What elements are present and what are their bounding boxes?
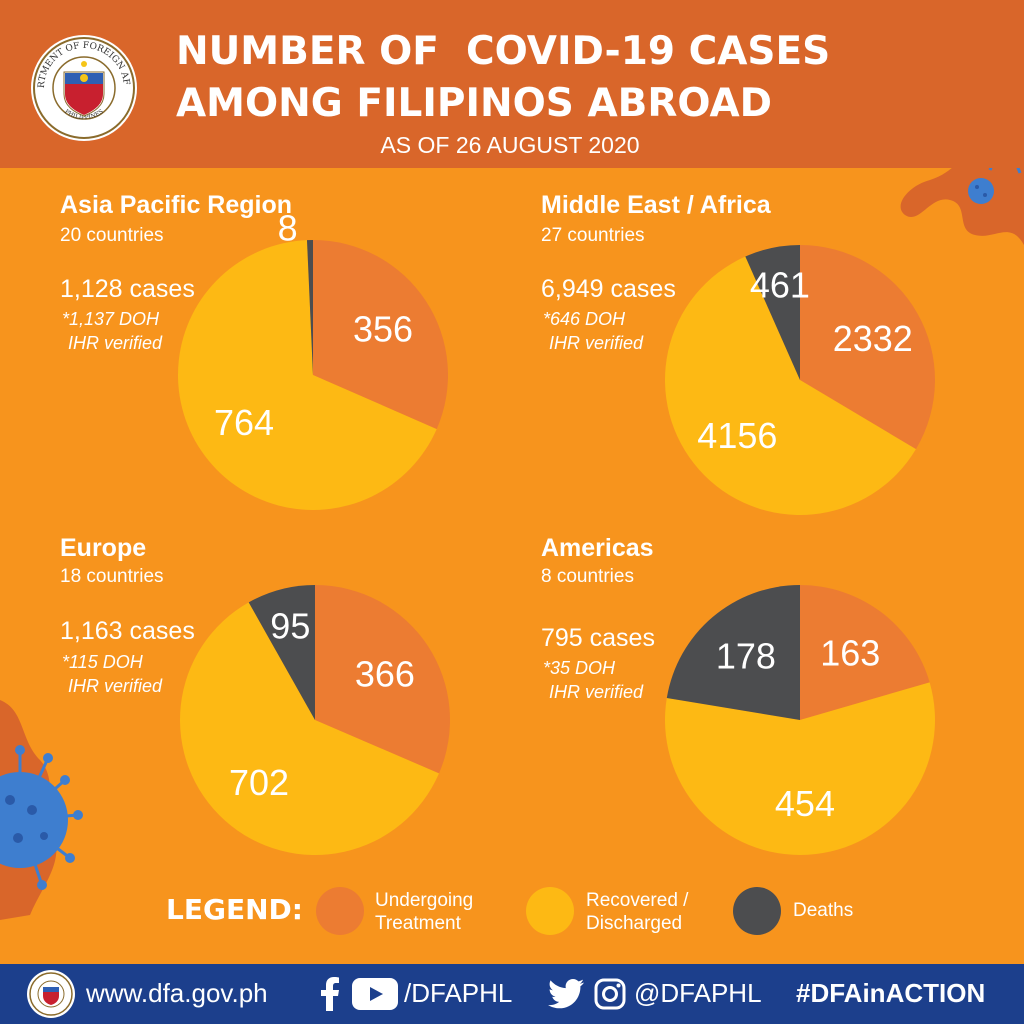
region-note-line-2: IHR verified [549,682,644,702]
pie-slice-recovered [664,256,916,515]
footer-social-handle[interactable]: @DFAPHL [634,978,762,1008]
legend-label-treatment-line-1: Undergoing [375,890,474,911]
pie-label-deaths: 8 [278,208,298,249]
legend-label-treatment-line-2: Treatment [375,913,461,934]
region-note-americas: *35 DOH IHR verified [543,656,643,704]
pie-label-deaths: 461 [750,264,810,305]
region-title-asia-pacific: Asia Pacific Region [60,191,293,219]
pie-label-recovered: 4156 [697,415,777,456]
legend-label-recovered-line-2: Discharged [586,913,683,934]
region-note-line-1: *1,137 DOH [62,309,160,329]
region-note-line-2: IHR verified [68,676,163,696]
region-countries-europe: 18 countries [60,566,164,587]
region-note-line-2: IHR verified [549,333,644,353]
legend-swatch-recovered [526,887,574,935]
facebook-icon[interactable] [320,977,340,1011]
pie-slice-treatment [800,585,930,720]
region-title-americas: Americas [541,534,654,562]
footer-page-handle[interactable]: /DFAPHL [404,978,513,1008]
region-countries-americas: 8 countries [541,566,634,587]
pie-slice-recovered [664,682,935,855]
pie-label-recovered: 702 [229,762,289,803]
region-note-europe: *115 DOH IHR verified [62,650,162,698]
region-countries-middle-east-africa: 27 countries [541,225,645,246]
pie-label-treatment: 163 [820,633,880,674]
virus-icon [0,745,83,890]
twitter-icon[interactable] [548,979,584,1009]
title-line-1: NUMBER OF COVID-19 CASES [176,29,831,74]
footer-website-link[interactable]: www.dfa.gov.ph [86,978,268,1008]
pie-slice-deaths [745,245,800,380]
legend-label-deaths: Deaths [793,900,854,921]
youtube-icon[interactable] [352,978,398,1010]
header-banner: DEPARTMENT OF FOREIGN AFFAIRS PHILIPPINE… [0,0,1024,168]
pie-label-treatment: 356 [353,309,413,350]
instagram-icon[interactable] [594,978,626,1010]
region-cases-middle-east-africa: 6,949 cases [541,275,676,303]
footer-bar: www.dfa.gov.ph /DFAPHL @DFAPHL #DFAinACT… [0,964,1024,1024]
pie-slice-deaths [306,240,313,375]
pie-slice-deaths [248,585,315,720]
pie-label-recovered: 764 [214,402,274,443]
region-note-asia-pacific: *1,137 DOH IHR verified [62,307,162,355]
legend-title: LEGEND: [166,893,303,926]
splash-top-right [900,150,1024,245]
region-cases-asia-pacific: 1,128 cases [60,275,195,303]
pie-label-deaths: 95 [270,605,310,646]
legend-label-recovered-line-1: Recovered / [586,890,689,911]
page-title: NUMBER OF COVID-19 CASES AMONG FILIPINOS… [176,26,936,130]
dfa-seal-icon: DEPARTMENT OF FOREIGN AFFAIRS PHILIPPINE… [30,34,137,141]
pie-slice-recovered [179,602,439,856]
legend-swatch-deaths [733,887,781,935]
pie-label-recovered: 454 [775,783,835,824]
pie-slice-treatment [800,245,935,450]
dfa-seal-icon [27,970,75,1018]
pie-label-treatment: 366 [355,653,415,694]
region-note-line-1: *646 DOH [543,309,626,329]
pie-slice-treatment [315,585,451,774]
region-note-line-1: *35 DOH [543,658,616,678]
pie-label-deaths: 178 [716,636,776,677]
region-note-middle-east-africa: *646 DOH IHR verified [543,307,643,355]
region-cases-europe: 1,163 cases [60,617,195,645]
pie-slice-deaths [666,585,800,720]
pie-slice-recovered [178,240,437,510]
date-subtitle: AS OF 26 AUGUST 2020 [380,132,640,158]
legend-label-treatment: Undergoing Treatment [375,889,473,935]
pie-slice-treatment [313,240,448,430]
region-cases-americas: 795 cases [541,624,655,652]
footer-hashtag[interactable]: #DFAinACTION [796,978,986,1008]
region-note-line-2: IHR verified [68,333,163,353]
region-countries-asia-pacific: 20 countries [60,225,164,246]
pie-label-treatment: 2332 [833,318,913,359]
region-title-europe: Europe [60,534,147,562]
region-title-middle-east-africa: Middle East / Africa [541,191,771,219]
title-line-2: AMONG FILIPINOS ABROAD [176,81,773,126]
region-note-line-1: *115 DOH [62,652,143,672]
legend-swatch-treatment [316,887,364,935]
legend-label-recovered: Recovered / Discharged [586,889,688,935]
